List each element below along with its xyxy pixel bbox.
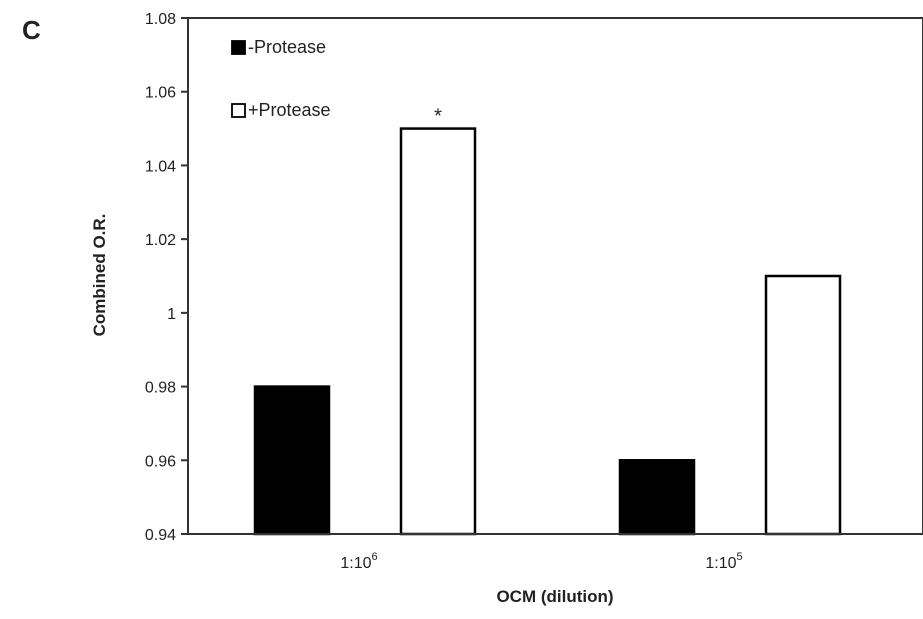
significance-marker: * — [434, 106, 442, 128]
x-tick-label: 1:106 — [340, 551, 377, 572]
y-tick-label: 1.04 — [145, 158, 176, 175]
bars: * — [253, 106, 842, 536]
y-tick-label: 1 — [167, 306, 176, 323]
legend-swatch — [231, 40, 246, 55]
y-tick-label: 0.98 — [145, 380, 176, 397]
legend-label: -Protease — [248, 37, 326, 57]
legend-swatch — [231, 103, 246, 118]
y-axis-label: Combined O.R. — [90, 214, 109, 337]
bar-plus-protease — [399, 127, 477, 536]
bar-minus-protease — [253, 385, 331, 536]
y-tick-label: 1.08 — [145, 11, 176, 28]
legend-label: +Protease — [248, 100, 331, 120]
legend: -Protease +Protease — [231, 37, 331, 120]
y-tick-label: 1.02 — [145, 232, 176, 249]
x-axis-label: OCM (dilution) — [496, 587, 613, 606]
y-tick-label: 0.96 — [145, 453, 176, 470]
plot-area-frame — [187, 17, 923, 535]
bar-plus-protease — [764, 274, 842, 536]
bar-minus-protease — [618, 459, 696, 536]
y-axis: 0.94 0.96 0.98 1 1.02 1.04 1.06 1.08 — [145, 11, 188, 544]
y-tick-label: 1.06 — [145, 85, 176, 102]
y-tick-label: 0.94 — [145, 527, 176, 544]
x-tick-label: 1:105 — [705, 551, 742, 572]
x-axis: 1:106 1:105 — [340, 551, 742, 572]
panel-label: C — [22, 15, 41, 45]
